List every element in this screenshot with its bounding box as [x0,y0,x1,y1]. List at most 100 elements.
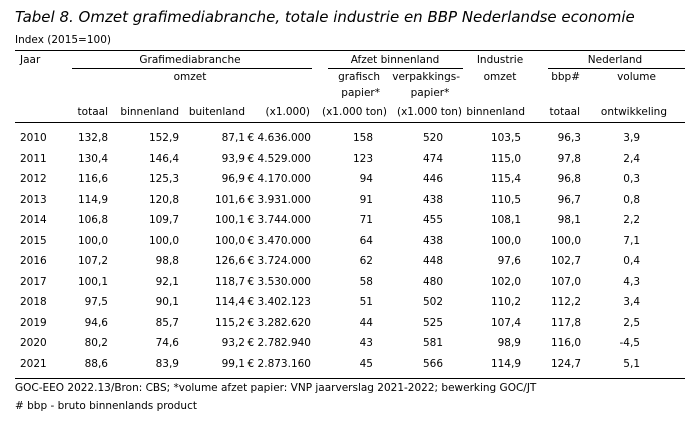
cell-year: 2011 [20,152,47,165]
header-binnenland: binnenland [120,106,179,118]
header-volume: volume [617,71,656,83]
afzet-underline [328,68,463,69]
header-ind-binnenland: binnenland [466,106,525,118]
header-totaal: totaal [77,106,108,118]
cell-verpakking: 480 [422,275,443,288]
cell-year: 2016 [20,255,47,267]
cell-bbp: 96,7 [557,193,581,206]
cell-totaal: 94,6 [84,316,108,329]
cell-totaal: 106,8 [77,214,108,226]
cell-grafisch: 123 [352,152,373,165]
header-x1000: (x1.000) [265,106,310,118]
cell-verpakking: 474 [422,152,443,165]
cell-industrie: 97,6 [497,255,521,267]
cell-industrie: 107,4 [490,316,521,329]
cell-binnenland: 100,0 [148,234,179,247]
cell-volume: 7,1 [623,234,640,247]
cell-industrie: 103,5 [490,132,521,144]
cell-buitenland: 100,0 [214,234,245,247]
cell-omzet-eur: € 3.470.000 [247,234,311,247]
cell-buitenland: 96,9 [221,173,245,185]
cell-volume: -4,5 [619,337,641,349]
cell-year: 2010 [20,132,47,144]
cell-verpakking: 448 [422,255,443,267]
cell-bbp: 116,0 [550,337,581,349]
cell-industrie: 115,4 [490,173,521,185]
cell-omzet-eur: € 3.282.620 [247,316,311,329]
cell-verpakking: 520 [422,132,443,144]
cell-grafisch: 58 [359,275,373,288]
cell-year: 2015 [20,234,47,247]
cell-omzet-eur: € 3.402.123 [247,296,311,308]
header-afzet: Afzet binnenland [350,54,440,66]
cell-buitenland: 114,4 [214,296,245,308]
header-bbp: bbp# [551,71,580,83]
cell-year: 2021 [20,357,47,370]
cell-totaal: 100,1 [77,275,108,288]
cell-year: 2020 [20,337,47,349]
cell-binnenland: 146,4 [148,152,179,165]
header-industrie: Industrie [476,54,524,66]
cell-totaal: 100,0 [77,234,108,247]
cell-bbp: 96,3 [557,132,581,144]
cell-totaal: 114,9 [77,193,108,206]
cell-totaal: 88,6 [84,357,108,370]
cell-verpakking: 446 [422,173,443,185]
cell-volume: 0,3 [623,173,640,185]
page-title: Tabel 8. Omzet grafimediabranche, totale… [15,8,635,26]
cell-industrie: 110,2 [490,296,521,308]
cell-grafisch: 62 [359,255,373,267]
cell-year: 2013 [20,193,47,206]
cell-binnenland: 74,6 [155,337,179,349]
header-grafisch: grafisch [338,71,380,83]
cell-totaal: 132,8 [77,132,108,144]
cell-year: 2017 [20,275,47,288]
header-verpakkings: verpakkings- [392,71,460,83]
footer-source: GOC-EEO 2022.13/Bron: CBS; *volume afzet… [15,382,537,394]
cell-year: 2014 [20,214,47,226]
cell-volume: 0,8 [623,193,640,206]
cell-binnenland: 92,1 [155,275,179,288]
cell-binnenland: 120,8 [148,193,179,206]
cell-bbp: 117,8 [550,316,581,329]
nederland-underline [548,68,685,69]
header-nederland: Nederland [587,54,643,66]
header-x1000ton-1: (x1.000 ton) [322,106,387,118]
cell-volume: 4,3 [623,275,640,288]
cell-binnenland: 125,3 [148,173,179,185]
cell-verpakking: 502 [422,296,443,308]
cell-volume: 3,9 [623,132,640,144]
cell-totaal: 97,5 [84,296,108,308]
top-rule [15,50,685,51]
cell-buitenland: 126,6 [214,255,245,267]
cell-totaal: 116,6 [77,173,108,185]
cell-verpakking: 438 [422,234,443,247]
cell-binnenland: 90,1 [155,296,179,308]
header-industrie-omzet: omzet [483,71,517,83]
cell-industrie: 115,0 [490,152,521,165]
cell-bbp: 97,8 [557,152,581,165]
cell-verpakking: 455 [422,214,443,226]
header-bottom-rule [15,122,685,123]
cell-binnenland: 85,7 [155,316,179,329]
cell-volume: 5,1 [623,357,640,370]
cell-omzet-eur: € 2.782.940 [247,337,311,349]
header-bbp-totaal: totaal [549,106,580,118]
cell-bbp: 96,8 [557,173,581,185]
cell-grafisch: 64 [359,234,373,247]
header-omzet: omzet [173,71,207,83]
cell-buitenland: 93,9 [221,152,245,165]
cell-buitenland: 99,1 [221,357,245,370]
cell-industrie: 100,0 [490,234,521,247]
cell-totaal: 107,2 [77,255,108,267]
cell-bbp: 124,7 [550,357,581,370]
cell-grafisch: 44 [359,316,373,329]
cell-omzet-eur: € 4.170.000 [247,173,311,185]
cell-buitenland: 93,2 [221,337,245,349]
cell-binnenland: 109,7 [148,214,179,226]
cell-industrie: 108,1 [490,214,521,226]
cell-verpakking: 438 [422,193,443,206]
cell-totaal: 130,4 [77,152,108,165]
cell-buitenland: 115,2 [214,316,245,329]
cell-volume: 3,4 [623,296,640,308]
